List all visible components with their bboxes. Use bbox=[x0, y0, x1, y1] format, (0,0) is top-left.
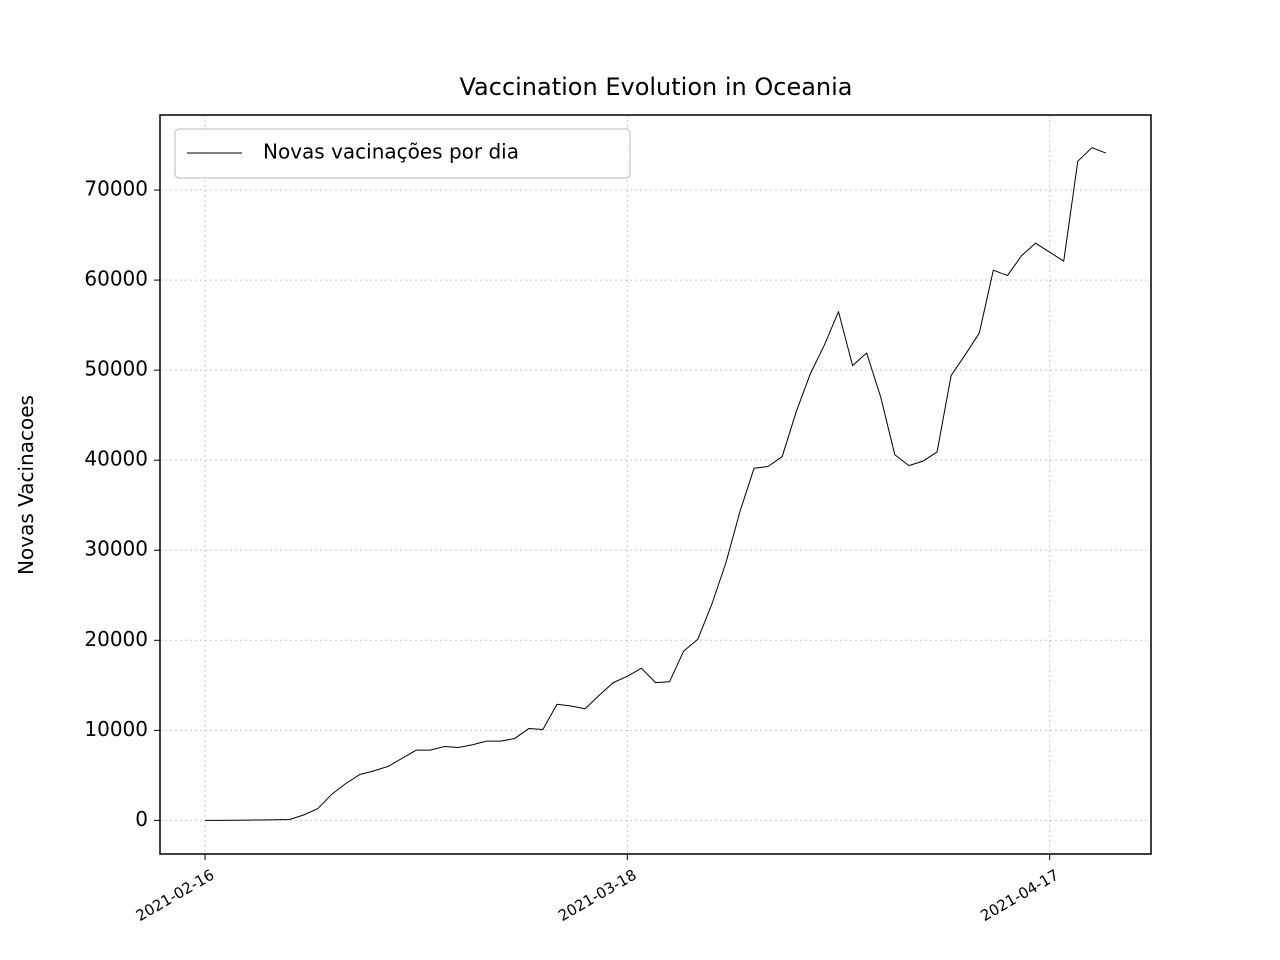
x-tick-label: 2021-03-18 bbox=[555, 866, 640, 925]
legend-label: Novas vacinações por dia bbox=[263, 140, 519, 164]
legend-box bbox=[174, 128, 631, 179]
y-tick-label: 20000 bbox=[84, 627, 148, 651]
plot-frame bbox=[159, 114, 1152, 855]
y-tick-label: 50000 bbox=[84, 357, 148, 381]
y-tick-label: 30000 bbox=[84, 537, 148, 561]
legend: Novas vacinações por dia bbox=[174, 128, 631, 179]
y-tick-label: 0 bbox=[135, 807, 148, 831]
y-tick-label: 60000 bbox=[84, 267, 148, 291]
y-tick-label: 10000 bbox=[84, 717, 148, 741]
chart-title: Vaccination Evolution in Oceania bbox=[459, 73, 852, 101]
y-tick-label: 40000 bbox=[84, 447, 148, 471]
y-axis-label: Novas Vacinacoes bbox=[14, 395, 38, 575]
x-tick-label: 2021-04-17 bbox=[977, 866, 1062, 925]
x-tick-label: 2021-02-16 bbox=[133, 866, 218, 925]
y-tick-label: 70000 bbox=[84, 177, 148, 201]
data-line bbox=[205, 147, 1107, 821]
